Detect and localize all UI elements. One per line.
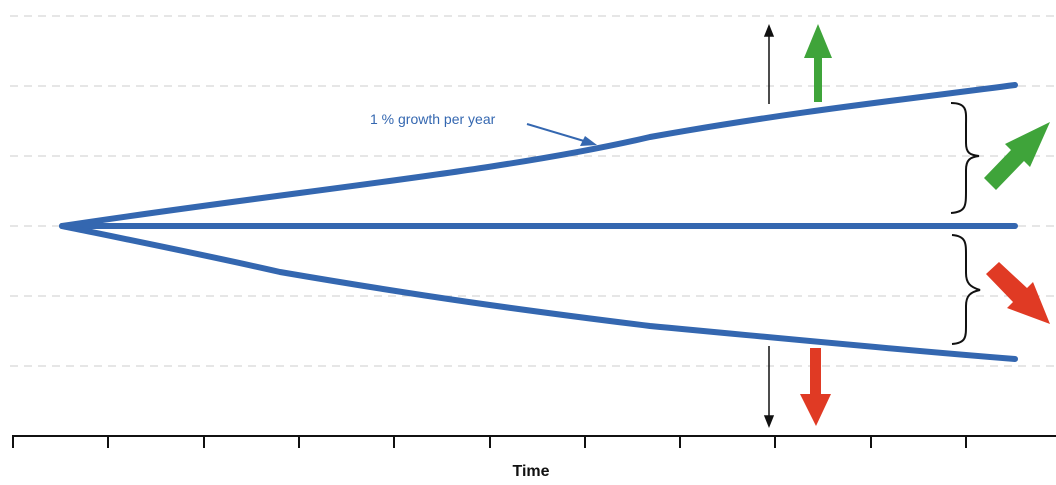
up-arrow-icon	[804, 24, 832, 102]
annotation-pointer	[526, 123, 597, 146]
lower-decline-line	[59, 223, 1018, 362]
upper-brace	[950, 102, 980, 214]
range-arrows	[763, 23, 775, 429]
diagonal-up-arrow-icon	[984, 122, 1050, 190]
pointer-head	[580, 136, 597, 146]
x-axis-label: Time	[512, 463, 549, 480]
lower-range-head	[763, 415, 775, 429]
diagonal-down-arrow-icon	[986, 262, 1050, 324]
time-axis	[12, 435, 1056, 448]
pointer-line	[526, 123, 585, 142]
lower-brace	[951, 234, 981, 345]
down-arrow-icon	[800, 348, 831, 426]
upper-growth-line	[59, 82, 1018, 229]
growth-annotation: 1 % growth per year	[370, 111, 496, 127]
trajectories	[59, 82, 1018, 362]
upper-range-head	[763, 23, 775, 37]
